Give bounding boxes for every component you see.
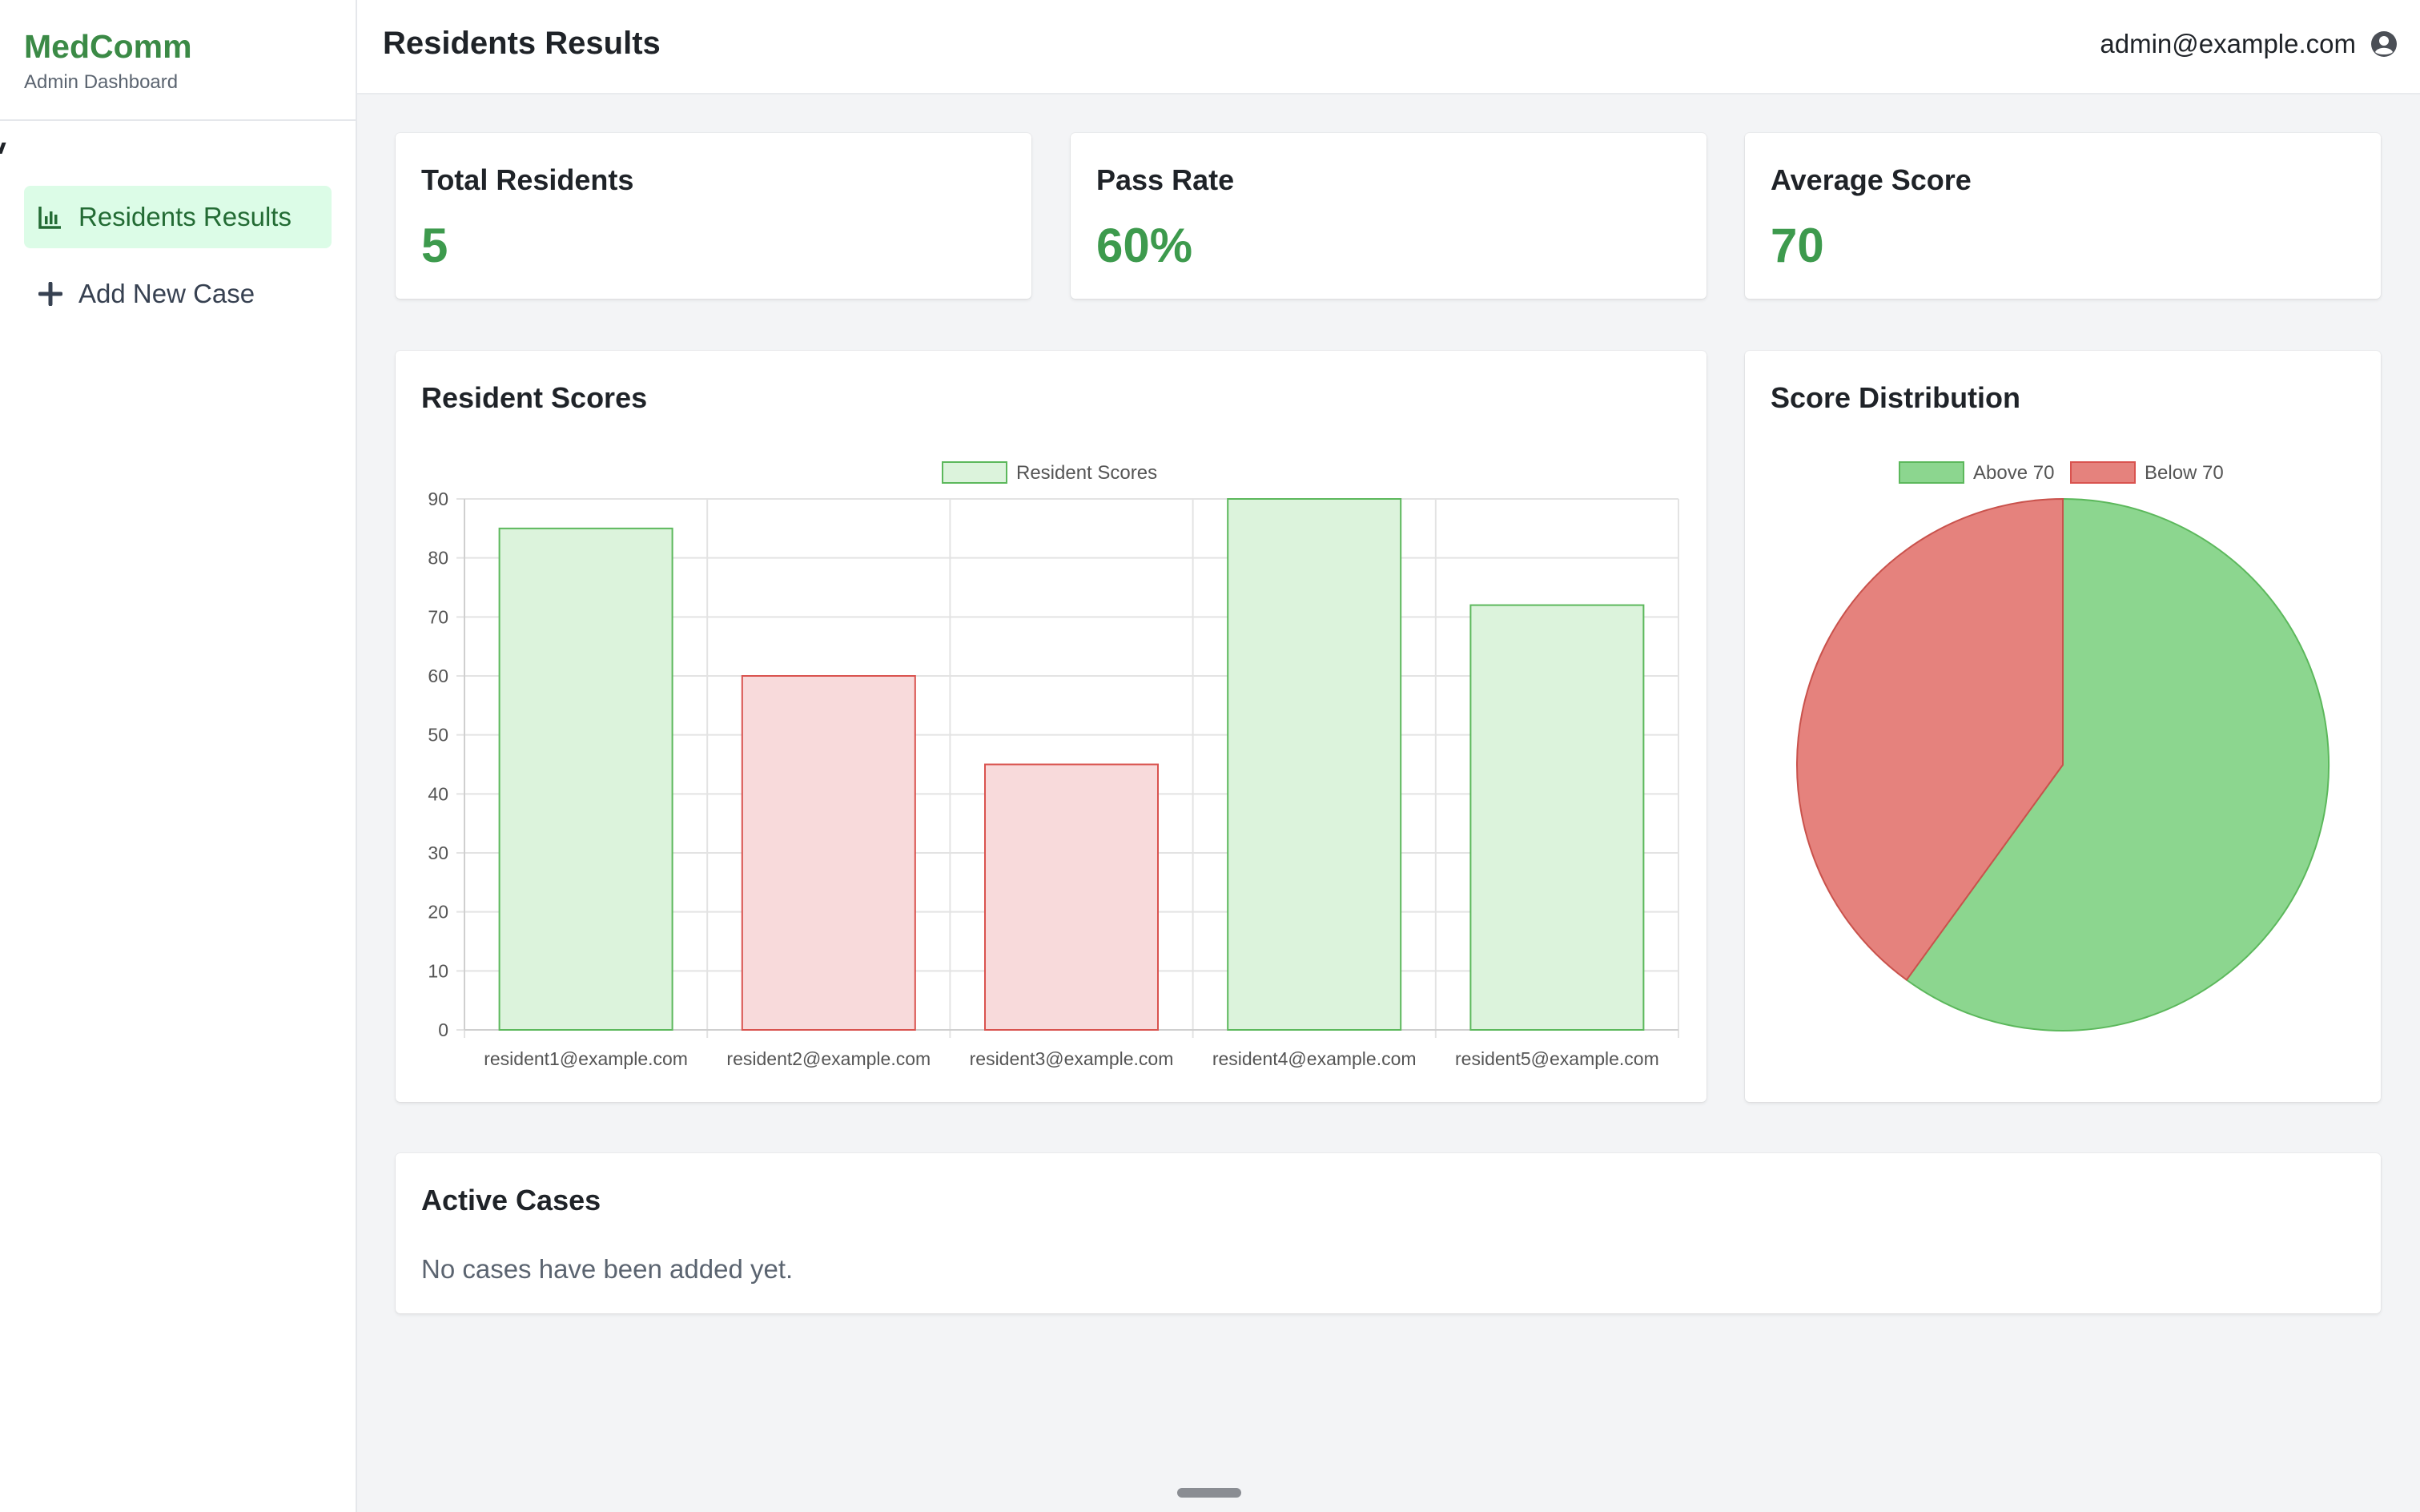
- user-circle-icon: [2371, 31, 2397, 57]
- plus-icon: [37, 280, 64, 308]
- stat-label: Average Score: [1771, 163, 1972, 196]
- stat-label: Pass Rate: [1096, 163, 1235, 196]
- active-cases-card: Active Cases No cases have been added ye…: [396, 1153, 2381, 1313]
- stat-card-pass-rate: Pass Rate 60%: [1071, 133, 1706, 299]
- stat-card-total-residents: Total Residents 5: [396, 133, 1031, 299]
- stat-value: 60%: [1096, 219, 1193, 272]
- y-tick-label: 40: [428, 783, 448, 804]
- sidebar-nav: Residents Results Add New Case: [24, 186, 332, 340]
- card-title: Score Distribution: [1771, 381, 2021, 414]
- score-distribution-chart: Above 70 Below 70: [1796, 461, 2330, 1031]
- user-email: admin@example.com: [2100, 29, 2356, 58]
- legend-label: Below 70: [2145, 462, 2224, 484]
- card-title: Active Cases: [421, 1184, 601, 1216]
- stat-label: Total Residents: [421, 163, 634, 196]
- x-tick-label: resident4@example.com: [1212, 1048, 1417, 1069]
- chart-legend: Resident Scores: [942, 461, 1157, 484]
- x-tick-label: resident3@example.com: [970, 1048, 1174, 1069]
- legend-swatch: [942, 461, 1007, 484]
- bar: [498, 527, 673, 1031]
- y-tick-label: 60: [428, 666, 448, 686]
- score-distribution-card: Score Distribution Above 70 Below 70: [1745, 351, 2381, 1102]
- stat-value: 70: [1771, 219, 1824, 272]
- chart-legend: Above 70 Below 70: [1899, 461, 2224, 484]
- legend-label: Resident Scores: [1016, 462, 1157, 484]
- brand-title: MedComm: [24, 28, 192, 65]
- sidebar-item-add-new-case[interactable]: Add New Case: [24, 263, 332, 325]
- resident-scores-chart: Resident Scores 0 10 20 30 40 50 60 70 80 90 reside…: [428, 461, 1679, 1069]
- x-tick-label: resident1@example.com: [484, 1048, 688, 1069]
- y-tick-label: 0: [438, 1019, 448, 1040]
- bar: [741, 675, 916, 1031]
- bar: [984, 763, 1159, 1031]
- bar-chart-icon: [37, 203, 64, 231]
- y-tick-label: 10: [428, 960, 448, 981]
- sidebar-item-label: Residents Results: [78, 202, 291, 231]
- x-tick-label: resident5@example.com: [1455, 1048, 1659, 1069]
- bar: [1227, 498, 1402, 1031]
- user-menu[interactable]: admin@example.com: [2100, 29, 2398, 59]
- sidebar-item-label: Add New Case: [78, 279, 255, 308]
- y-tick-label: 70: [428, 606, 448, 627]
- x-tick-label: resident2@example.com: [726, 1048, 931, 1069]
- legend-label: Above 70: [1973, 462, 2054, 484]
- y-tick-label: 30: [428, 842, 448, 863]
- scroll-handle[interactable]: [1177, 1488, 1241, 1498]
- brand-subtitle: Admin Dashboard: [24, 71, 179, 93]
- top-header: Residents Results admin@example.com: [357, 0, 2420, 94]
- stat-value: 5: [421, 219, 448, 272]
- pie-slice: [1905, 497, 2330, 1031]
- y-tick-label: 90: [428, 489, 448, 509]
- stat-card-average-score: Average Score 70: [1745, 133, 2381, 299]
- card-title: Resident Scores: [421, 381, 648, 414]
- brand: MedComm Admin Dashboard: [0, 0, 356, 121]
- bar: [1469, 604, 1645, 1031]
- y-tick-label: 80: [428, 548, 448, 569]
- y-tick-label: 50: [428, 725, 448, 746]
- legend-swatch: [1899, 461, 1964, 484]
- collapse-mark: [0, 143, 6, 154]
- y-tick-label: 20: [428, 902, 448, 923]
- pie-slice: [1796, 497, 2064, 981]
- sidebar-item-residents-results[interactable]: Residents Results: [24, 186, 332, 248]
- page-title: Residents Results: [383, 26, 661, 61]
- empty-cases-text: No cases have been added yet.: [421, 1254, 794, 1284]
- resident-scores-card: Resident Scores Resident Scores 0 10 20 30 40…: [396, 351, 1706, 1102]
- sidebar: MedComm Admin Dashboard Residents Result…: [0, 0, 357, 1512]
- legend-swatch: [2070, 461, 2136, 484]
